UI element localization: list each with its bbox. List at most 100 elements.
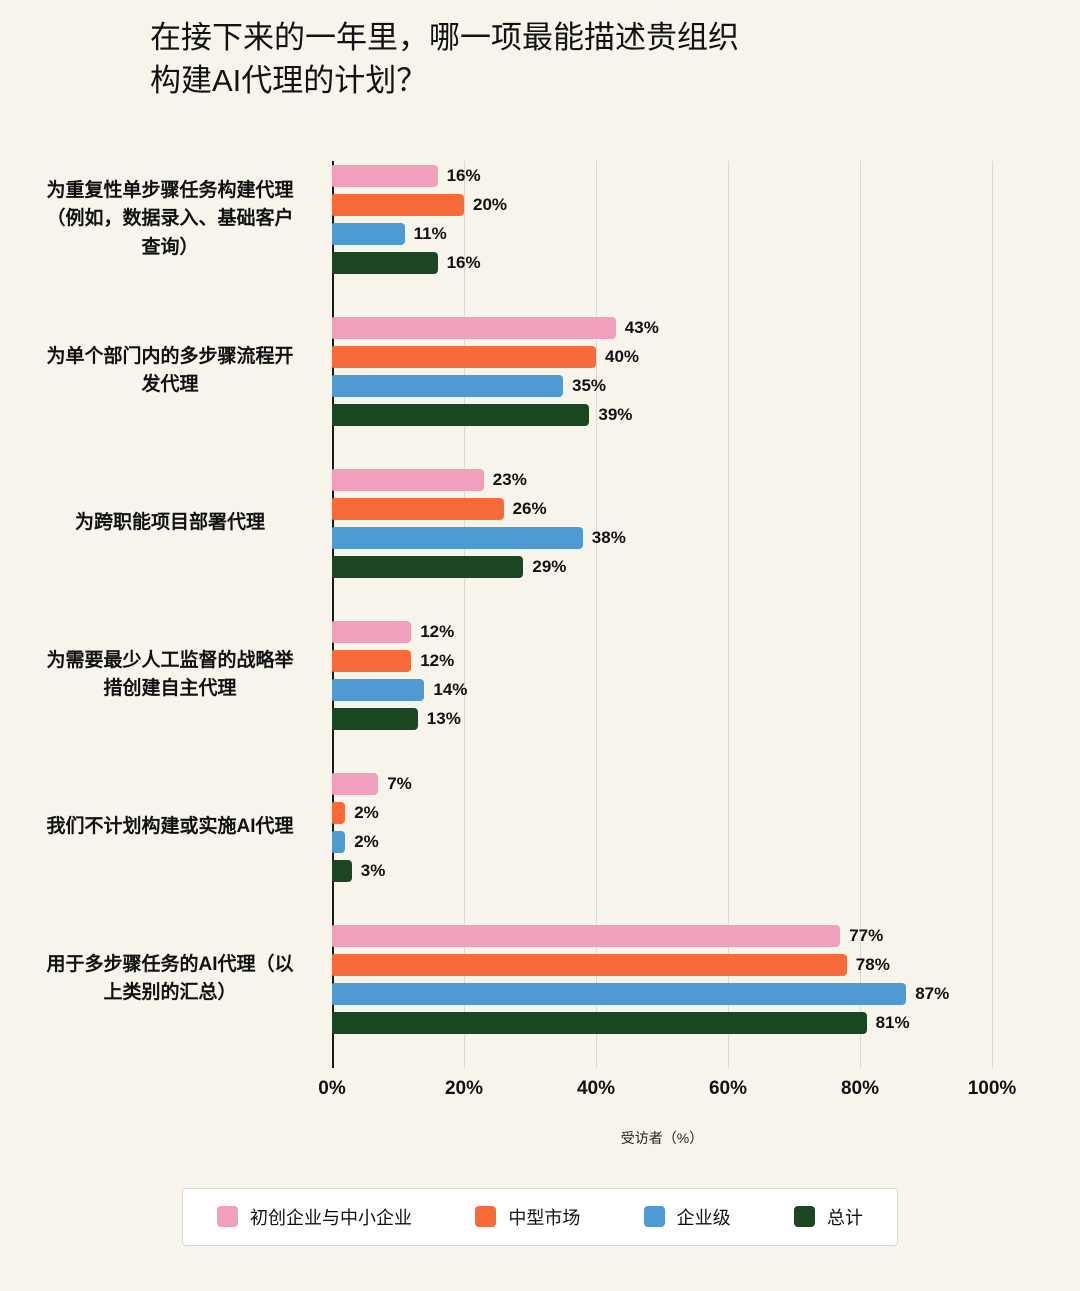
category-group: 为重复性单步骤任务构建代理（例如，数据录入、基础客户查询） 16% 20% 11% 16… (0, 164, 1080, 274)
bar-中型市场 (332, 345, 596, 368)
bar-value-label: 39% (598, 404, 633, 424)
category-group: 为需要最少人工监督的战略举措创建自主代理 12% 12% 14% 13% (0, 620, 1080, 730)
legend-item: 中型市场 (475, 1204, 580, 1230)
legend-label: 总计 (826, 1207, 863, 1228)
bar-row: 78% (332, 953, 992, 976)
legend-swatch (643, 1206, 665, 1228)
bar-value-label: 20% (473, 194, 508, 214)
bar-总计 (332, 403, 590, 426)
bar-企业级 (332, 222, 405, 245)
category-label: 为重复性单步骤任务构建代理（例如，数据录入、基础客户查询） (46, 179, 294, 258)
bar-value-label: 7% (387, 773, 412, 793)
legend-label: 企业级 (676, 1207, 731, 1228)
category-label: 我们不计划构建或实施AI代理 (46, 816, 294, 838)
bar-初创企业与中小企业 (332, 924, 841, 947)
bar-初创企业与中小企业 (332, 620, 412, 643)
bar-企业级 (332, 678, 425, 701)
bar-row: 77% (332, 924, 992, 947)
bar-value-label: 2% (354, 831, 379, 851)
bar-row: 11% (332, 222, 992, 245)
category-label: 用于多步骤任务的AI代理（以上类别的汇总） (46, 953, 294, 1004)
bar-row: 3% (332, 859, 992, 882)
legend-swatch (217, 1206, 238, 1228)
bar-value-label: 3% (360, 860, 386, 880)
legend-label: 初创企业与中小企业 (250, 1207, 412, 1228)
bar-row: 12% (332, 649, 992, 672)
bar-企业级 (332, 830, 346, 853)
gridline (596, 160, 597, 1068)
bar-group: 7% 2% 2% 3% (332, 772, 992, 882)
chart-title: 在接下来的一年里，哪一项最能描述贵组织 构建AI代理的计划？ (150, 20, 739, 99)
bar-row: 2% (332, 830, 992, 853)
bar-row: 13% (332, 707, 992, 730)
bar-中型市场 (332, 649, 412, 672)
category-label: 为需要最少人工监督的战略举措创建自主代理 (46, 649, 294, 700)
bar-初创企业与中小企业 (332, 772, 379, 795)
bar-row: 16% (332, 164, 992, 187)
bar-value-label: 14% (433, 679, 468, 699)
legend-item: 初创企业与中小企业 (217, 1204, 412, 1230)
gridline (464, 160, 465, 1068)
bar-row: 40% (332, 345, 992, 368)
bar-row: 38% (332, 526, 992, 549)
bar-value-label: 12% (420, 650, 455, 670)
bar-group: 43% 40% 35% 39% (332, 316, 992, 426)
bar-row: 16% (332, 251, 992, 274)
legend-swatch (475, 1206, 497, 1228)
legend-label: 中型市场 (508, 1207, 581, 1228)
x-axis-title: 受访者（%） (620, 1129, 704, 1146)
x-tick-label: 100% (967, 1077, 1017, 1099)
bar-中型市场 (332, 801, 346, 824)
category-group: 为跨职能项目部署代理 23% 26% 38% 29% (0, 468, 1080, 578)
legend-item: 总计 (793, 1204, 863, 1230)
bar-value-label: 78% (855, 954, 890, 974)
category-label: 为跨职能项目部署代理 (74, 512, 265, 534)
gridline (728, 160, 729, 1068)
x-tick-label: 40% (576, 1077, 616, 1099)
bar-value-label: 23% (492, 469, 527, 489)
y-axis-line (332, 160, 334, 1068)
x-tick-label: 0% (318, 1077, 346, 1099)
bar-value-label: 13% (426, 708, 461, 728)
bar-groups: 为重复性单步骤任务构建代理（例如，数据录入、基础客户查询） 16% 20% 11% 16… (0, 164, 1080, 1034)
bar-row: 29% (332, 555, 992, 578)
gridline (860, 160, 861, 1068)
bar-初创企业与中小企业 (332, 468, 484, 491)
bar-企业级 (332, 982, 907, 1005)
x-tick-label: 20% (444, 1077, 484, 1099)
bar-value-label: 29% (532, 556, 567, 576)
category-group: 为单个部门内的多步骤流程开发代理 43% 40% 35% 39% (0, 316, 1080, 426)
bar-row: 35% (332, 374, 992, 397)
bar-value-label: 35% (572, 375, 607, 395)
bar-group: 23% 26% 38% 29% (332, 468, 992, 578)
bar-group: 77% 78% 87% 81% (332, 924, 992, 1034)
x-tick-label: 60% (708, 1077, 748, 1099)
bar-中型市场 (332, 953, 847, 976)
chart-legend: 初创企业与中小企业 中型市场 企业级 总计 (182, 1187, 898, 1246)
bar-中型市场 (332, 497, 504, 520)
bar-row: 2% (332, 801, 992, 824)
bar-企业级 (332, 374, 563, 397)
category-group: 我们不计划构建或实施AI代理 7% 2% 2% 3% (0, 772, 1080, 882)
bar-value-label: 16% (446, 252, 481, 272)
bar-row: 26% (332, 497, 992, 520)
bar-企业级 (332, 526, 583, 549)
bar-value-label: 43% (624, 317, 659, 337)
bar-row: 20% (332, 193, 992, 216)
bar-chart: 为重复性单步骤任务构建代理（例如，数据录入、基础客户查询） 16% 20% 11% 16… (0, 160, 1080, 1148)
plot-area: 为重复性单步骤任务构建代理（例如，数据录入、基础客户查询） 16% 20% 11% 16… (0, 160, 1080, 1068)
bar-row: 7% (332, 772, 992, 795)
bar-初创企业与中小企业 (332, 164, 438, 187)
bar-value-label: 77% (849, 925, 884, 945)
bar-value-label: 16% (446, 165, 481, 185)
bar-value-label: 81% (875, 1012, 910, 1032)
bar-group: 16% 20% 11% 16% (332, 164, 992, 274)
bar-row: 14% (332, 678, 992, 701)
legend-item: 企业级 (643, 1204, 731, 1230)
category-group: 用于多步骤任务的AI代理（以上类别的汇总） 77% 78% 87% 81% (0, 924, 1080, 1034)
gridlines (332, 160, 993, 1068)
bar-value-label: 12% (420, 621, 455, 641)
bar-value-label: 87% (915, 983, 950, 1003)
bar-value-label: 2% (354, 802, 379, 822)
x-axis-ticks: 0% 20% 40% 60% 80% 100% (318, 1077, 1016, 1104)
